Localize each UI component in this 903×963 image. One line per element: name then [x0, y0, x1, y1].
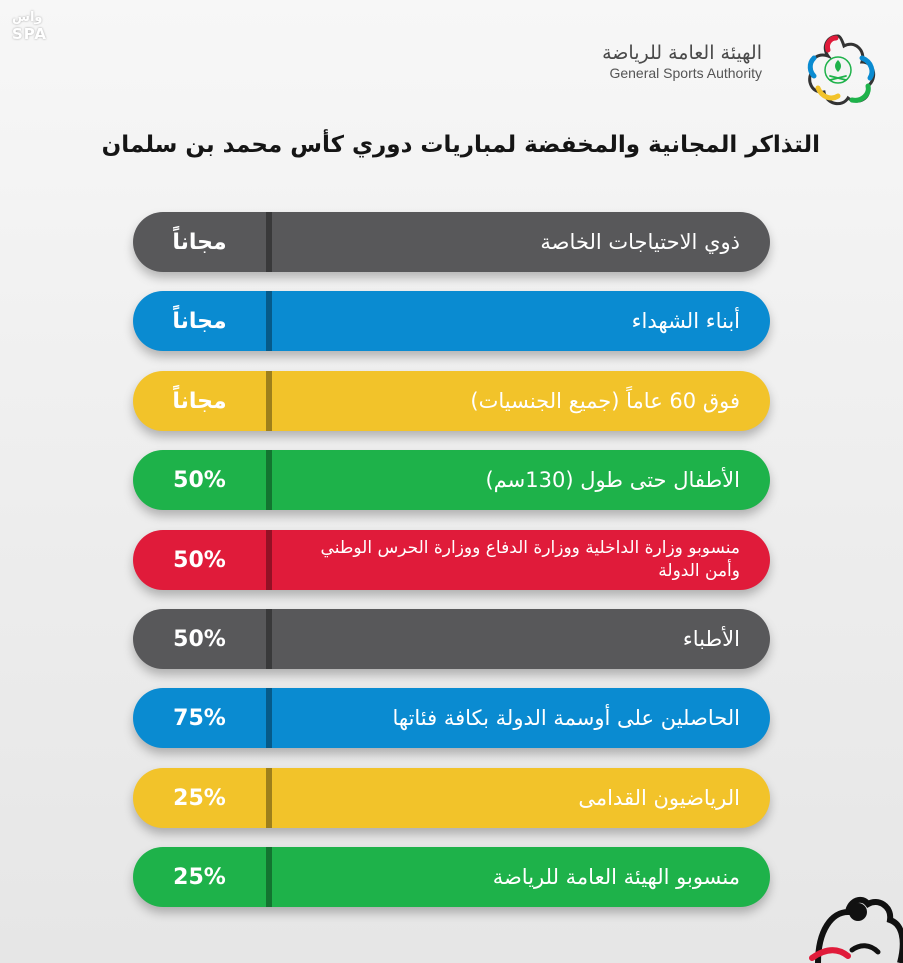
- ticket-category-label: ذوي الاحتياجات الخاصة: [540, 230, 740, 254]
- row-divider: [266, 212, 272, 272]
- ticket-category-label: الأطفال حتى طول (130سم): [485, 468, 740, 492]
- row-divider: [266, 371, 272, 431]
- page-title: التذاكر المجانية والمخفضة لمباريات دوري …: [101, 132, 820, 158]
- ticket-row: 25% منسوبو الهيئة العامة للرياضة: [133, 847, 770, 907]
- ticket-row: 50% الأطباء: [133, 609, 770, 669]
- emblem-fragment-icon: [809, 896, 903, 963]
- row-divider: [266, 291, 272, 351]
- ticket-row: مجاناً أبناء الشهداء: [133, 291, 770, 351]
- ticket-category-label: فوق 60 عاماً (جميع الجنسيات): [470, 389, 740, 413]
- ticket-discount-value: مجاناً: [172, 388, 227, 414]
- spa-watermark-ar: واس: [12, 10, 43, 25]
- spa-watermark-en: SPA: [12, 25, 48, 43]
- ticket-discount-value: مجاناً: [172, 308, 227, 334]
- ticket-row: 50% منسوبو وزارة الداخلية ووزارة الدفاع و…: [133, 530, 770, 590]
- row-divider: [266, 768, 272, 828]
- gsa-logo-name-en: General Sports Authority: [609, 65, 762, 81]
- row-divider: [266, 450, 272, 510]
- ticket-row: مجاناً فوق 60 عاماً (جميع الجنسيات): [133, 371, 770, 431]
- row-divider: [266, 609, 272, 669]
- row-divider: [266, 530, 272, 590]
- ticket-row: 25% الرياضيون القدامى: [133, 768, 770, 828]
- ticket-discount-value: 25%: [173, 785, 226, 811]
- ticket-discount-value: مجاناً: [172, 229, 227, 255]
- ticket-discount-value: 25%: [173, 864, 226, 890]
- row-divider: [266, 847, 272, 907]
- ticket-category-label: الحاصلين على أوسمة الدولة بكافة فئاتها: [392, 706, 740, 730]
- ticket-discount-value: 50%: [173, 467, 226, 493]
- gsa-logo-text: الهيئة العامة للرياضة General Sports Aut…: [602, 42, 762, 81]
- ticket-category-label: الأطباء: [682, 627, 740, 651]
- ticket-category-label: منسوبو الهيئة العامة للرياضة: [492, 865, 740, 889]
- ticket-row: 50% الأطفال حتى طول (130سم): [133, 450, 770, 510]
- ticket-discount-value: 75%: [173, 705, 226, 731]
- gsa-emblem-icon: [807, 34, 876, 106]
- ticket-row: مجاناً ذوي الاحتياجات الخاصة: [133, 212, 770, 272]
- row-divider: [266, 688, 272, 748]
- ticket-discount-value: 50%: [173, 547, 226, 573]
- gsa-logo-name-ar: الهيئة العامة للرياضة: [602, 42, 762, 64]
- ticket-discount-value: 50%: [173, 626, 226, 652]
- ticket-row: 75% الحاصلين على أوسمة الدولة بكافة فئاته…: [133, 688, 770, 748]
- ticket-category-label: أبناء الشهداء: [631, 309, 740, 333]
- gsa-logo: الهيئة العامة للرياضة General Sports Aut…: [602, 32, 880, 112]
- ticket-category-label: الرياضيون القدامى: [578, 786, 740, 810]
- ticket-category-label: منسوبو وزارة الداخلية ووزارة الدفاع ووزا…: [320, 538, 740, 581]
- spa-watermark: واس SPA: [12, 10, 64, 46]
